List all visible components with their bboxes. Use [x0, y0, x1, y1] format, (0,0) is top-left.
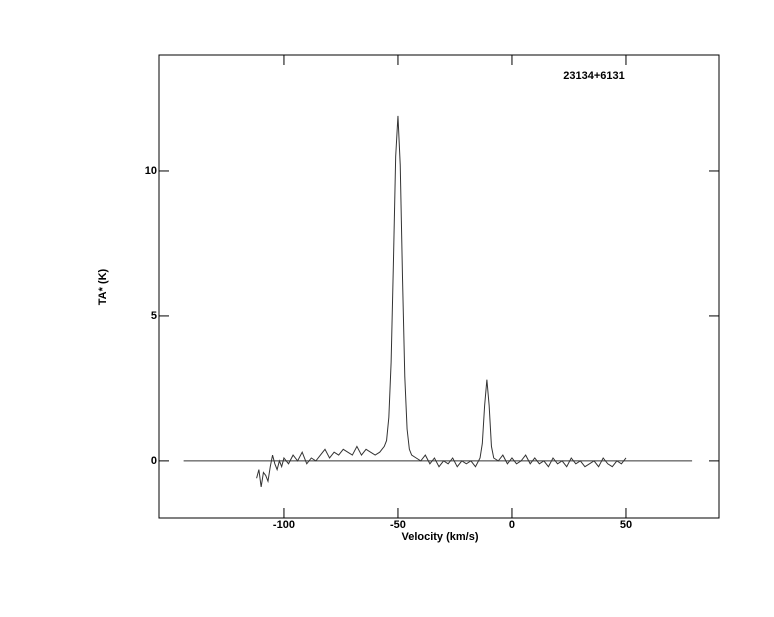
x-tick-label: -50 [390, 519, 406, 531]
x-axis-label: Velocity (km/s) [401, 531, 478, 543]
x-tick-label: -100 [273, 519, 295, 531]
x-tick-label: 50 [620, 519, 632, 531]
y-tick-label: 5 [151, 310, 157, 322]
chart-title: 23134+6131 [563, 70, 624, 82]
y-tick-label: 0 [151, 455, 157, 467]
y-tick-label: 10 [145, 165, 157, 177]
y-axis-label: TA* (K) [97, 268, 109, 305]
plot-frame [158, 54, 720, 519]
spectrum-line [256, 115, 627, 488]
x-tick-label: 0 [509, 519, 515, 531]
